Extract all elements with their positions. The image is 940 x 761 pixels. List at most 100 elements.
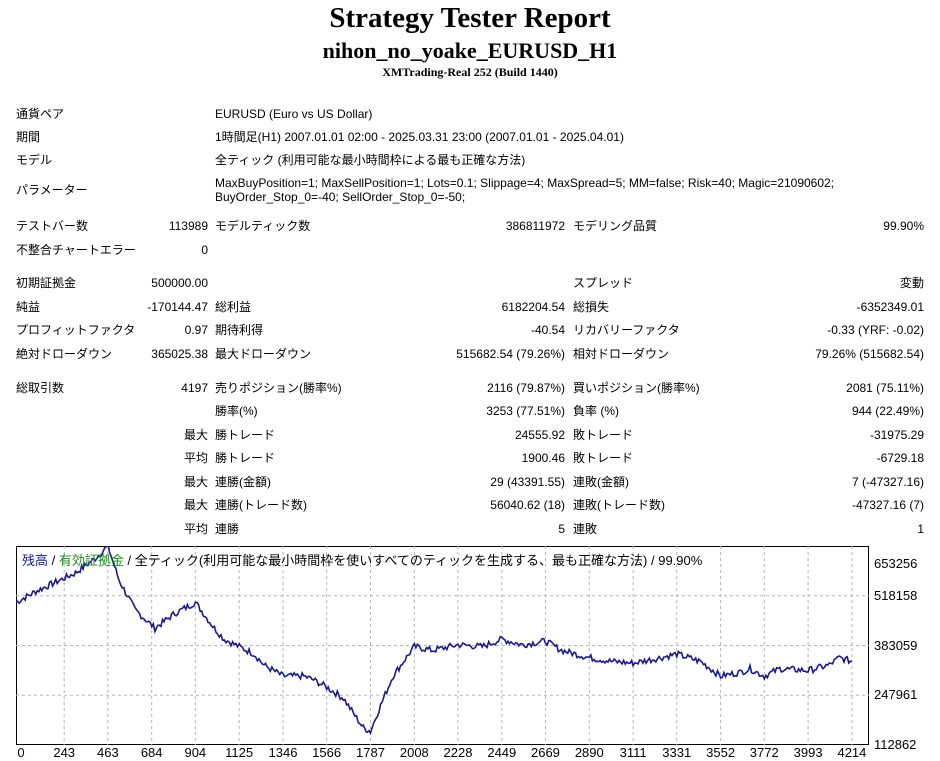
params-line-1: MaxBuyPosition=1; MaxSellPosition=1; Lot… — [215, 176, 835, 190]
x-tick-label: 243 — [53, 745, 76, 760]
abs-drawdown-label: 絶対ドローダウン — [16, 347, 113, 361]
x-tick-label: 1346 — [268, 745, 298, 760]
series-layer — [16, 546, 853, 735]
max-label-1: 最大 — [183, 475, 208, 489]
loss-rate-label: 負率 (%) — [573, 404, 619, 418]
avg-cons-losses-label: 連敗 — [573, 522, 598, 536]
short-positions-value: 2116 (79.87%) — [487, 381, 565, 395]
period-value: 1時間足(H1) 2007.01.01 02:00 - 2025.03.31 2… — [215, 130, 624, 144]
gross-loss-value: -6352349.01 — [856, 300, 924, 314]
avg-cons-wins-value: 5 — [558, 522, 565, 536]
win-rate-label: 勝率(%) — [215, 404, 258, 418]
params-label: パラメーター — [16, 183, 88, 197]
y-tick-label: 653256 — [874, 556, 918, 571]
largest-loss-value: -31975.29 — [869, 428, 924, 442]
deposit-label: 初期証拠金 — [16, 276, 77, 290]
x-tick-label: 1125 — [225, 745, 254, 760]
expected-payoff-value: -40.54 — [530, 323, 565, 337]
gross-loss-label: 総損失 — [573, 300, 610, 314]
ea-name: nihon_no_yoake_EURUSD_H1 — [322, 38, 618, 63]
total-trades-label: 総取引数 — [16, 381, 65, 395]
bars-label: テストバー数 — [16, 219, 89, 233]
mismatch-label: 不整合チャートエラー — [16, 243, 136, 257]
x-tick-label: 2449 — [487, 745, 517, 760]
total-trades-value: 4197 — [181, 381, 208, 395]
gross-profit-value: 6182204.54 — [501, 300, 565, 314]
ticks-value: 386811972 — [505, 219, 565, 233]
server-build: XMTrading-Real 252 (Build 1440) — [382, 65, 558, 79]
rel-drawdown-label: 相対ドローダウン — [573, 347, 670, 361]
avg-cons-wins-label: 連勝 — [215, 522, 240, 536]
x-tick-label: 4214 — [837, 745, 867, 760]
cons-losses-amount-label: 連敗(金額) — [573, 475, 629, 489]
largest-label: 最大 — [183, 428, 208, 442]
expected-payoff-label: 期待利得 — [215, 323, 264, 337]
x-tick-label: 3993 — [793, 745, 823, 760]
symbol-label: 通貨ペア — [16, 107, 65, 121]
x-tick-label: 2890 — [574, 745, 604, 760]
params-line-2: BuyOrder_Stop_0=-40; SellOrder_Stop_0=-5… — [215, 190, 466, 204]
loss-rate-value: 944 (22.49%) — [851, 404, 924, 418]
largest-win-value: 24555.92 — [514, 428, 565, 442]
x-tick-label: 0 — [17, 745, 25, 760]
long-positions-label: 買いポジション(勝率%) — [573, 381, 700, 395]
balance-chart — [16, 546, 869, 745]
quality-value: 99.90% — [883, 219, 924, 233]
x-tick-label: 3772 — [749, 745, 779, 760]
x-tick-label: 3111 — [619, 745, 647, 760]
model-value: 全ティック (利用可能な最小時間枠による最も正確な方法) — [215, 153, 526, 167]
max-drawdown-label: 最大ドローダウン — [215, 347, 312, 361]
rel-drawdown-value: 79.26% (515682.54) — [815, 347, 924, 361]
max-drawdown-value: 515682.54 (79.26%) — [456, 347, 565, 361]
cons-losses-amount-value: 7 (-47327.16) — [851, 475, 924, 489]
legend-separator: / — [48, 553, 59, 568]
cons-loss-value: -47327.16 (7) — [851, 498, 924, 512]
cons-profit-label: 連勝(トレード数) — [215, 498, 307, 512]
avg-cons-losses-value: 1 — [917, 522, 924, 536]
avg-loss-value: -6729.18 — [876, 451, 924, 465]
long-positions-value: 2081 (75.11%) — [846, 381, 924, 395]
max-label-2: 最大 — [183, 498, 208, 512]
x-tick-label: 1787 — [356, 745, 385, 760]
bars-value: 113989 — [168, 219, 208, 233]
cons-wins-amount-value: 29 (43391.55) — [490, 475, 565, 489]
x-tick-label: 2228 — [443, 745, 473, 760]
abs-drawdown-value: 365025.38 — [151, 347, 208, 361]
symbol-value: EURUSD (Euro vs US Dollar) — [215, 107, 373, 121]
win-rate-value: 3253 (77.51%) — [486, 404, 565, 418]
mismatch-value: 0 — [201, 243, 208, 257]
cons-wins-amount-label: 連勝(金額) — [215, 475, 271, 489]
report-title: Strategy Tester Report — [329, 2, 611, 34]
y-tick-label: 247961 — [874, 687, 918, 703]
short-positions-label: 売りポジション(勝率%) — [215, 381, 342, 395]
recovery-factor-label: リカバリーファクタ — [573, 323, 680, 337]
net-profit-label: 純益 — [16, 300, 41, 314]
spread-label: スプレッド — [573, 276, 634, 290]
y-tick-label: 383059 — [874, 637, 918, 653]
recovery-factor-value: -0.33 (YRF: -0.02) — [827, 323, 924, 337]
spread-value: 変動 — [899, 276, 924, 290]
gross-profit-label: 総利益 — [215, 300, 252, 314]
avg-loss-label: 敗トレード — [573, 451, 634, 465]
deposit-value: 500000.00 — [151, 276, 208, 290]
quality-label: モデリング品質 — [573, 219, 658, 233]
cons-profit-value: 56040.62 (18) — [490, 498, 565, 512]
y-tick-label: 518158 — [874, 587, 918, 603]
profit-factor-value: 0.97 — [184, 323, 208, 337]
x-tick-label: 684 — [140, 745, 163, 760]
average-label: 平均 — [183, 451, 208, 465]
period-label: 期間 — [16, 130, 41, 144]
largest-win-label: 勝トレード — [215, 428, 276, 442]
legend-model: / 全ティック(利用可能な最小時間枠を使いすべてのティックを生成する、最も正確な… — [123, 553, 703, 568]
largest-loss-label: 敗トレード — [573, 428, 634, 442]
x-tick-label: 3552 — [706, 745, 736, 760]
x-tick-label: 463 — [96, 745, 119, 760]
x-tick-label: 904 — [184, 745, 207, 760]
balance-line — [16, 546, 853, 735]
x-tick-label: 1566 — [312, 745, 342, 760]
grid-lines — [16, 546, 869, 745]
y-tick-label: 112862 — [874, 737, 917, 752]
x-tick-label: 3331 — [662, 745, 692, 760]
average-label-2: 平均 — [183, 522, 208, 536]
legend-balance: 残高 — [22, 553, 49, 568]
